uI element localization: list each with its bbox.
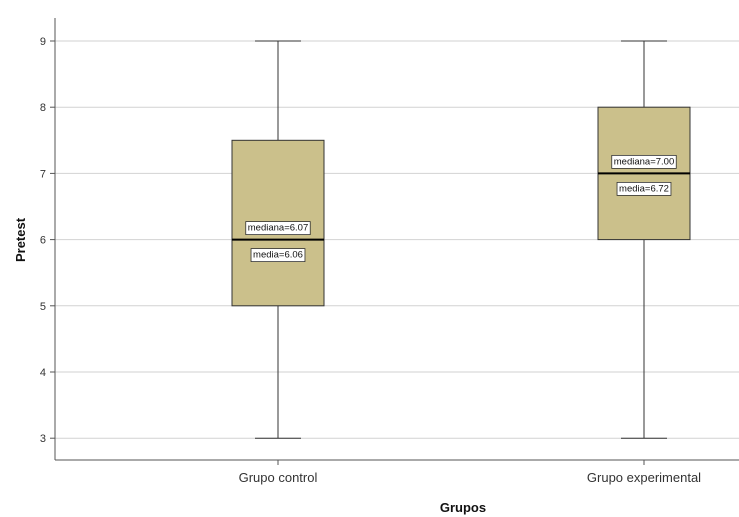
x-category-labels: Grupo control Grupo experimental: [239, 460, 701, 485]
annotation-box: [245, 221, 311, 236]
y-tick-labels: 3 4 5 6 7 8 9: [40, 36, 55, 445]
y-tick-label: 5: [40, 301, 46, 313]
gridlines: [55, 40, 739, 439]
y-tick-label: 6: [40, 235, 46, 247]
axes: [54, 18, 739, 461]
x-axis-title: Grupos: [440, 500, 486, 515]
y-tick-label: 9: [40, 36, 46, 48]
x-category-label: Grupo control: [239, 470, 318, 485]
boxes: mediana=6.07 media=6.06 mediana=7.00 media=…: [231, 40, 691, 439]
mean-annotation: media=6.06: [253, 250, 303, 261]
x-category-label: Grupo experimental: [587, 470, 701, 485]
median-annotation: mediana=6.07: [248, 223, 308, 234]
y-tick-label: 7: [40, 168, 46, 180]
y-tick-label: 8: [40, 102, 46, 114]
annotation-box: [250, 248, 306, 263]
y-tick-label: 3: [40, 433, 46, 445]
annotation-box: [616, 181, 672, 196]
y-tick-label: 4: [40, 367, 46, 379]
box-group: mediana=6.07 media=6.06: [231, 40, 325, 439]
box-group: mediana=7.00 media=6.72: [597, 40, 691, 439]
annotation-box: [611, 154, 677, 169]
median-annotation: mediana=7.00: [614, 156, 674, 167]
mean-annotation: media=6.72: [619, 183, 669, 194]
y-axis-title: Pretest: [13, 217, 28, 262]
